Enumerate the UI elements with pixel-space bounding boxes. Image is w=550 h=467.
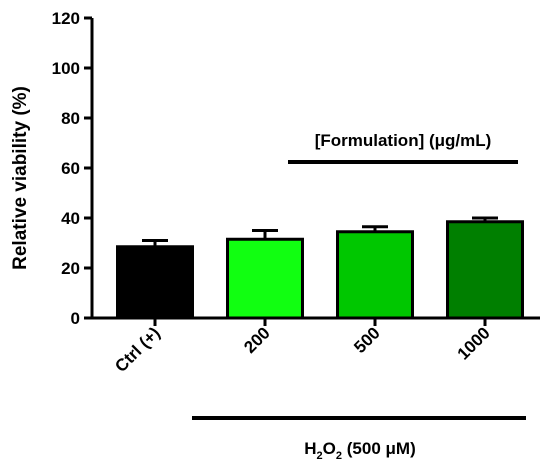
h2o2-h: H — [304, 439, 316, 458]
bar — [336, 230, 414, 320]
bar — [226, 237, 304, 320]
h2o2-o: O — [323, 439, 336, 458]
y-tick-label: 120 — [52, 9, 80, 28]
bars — [116, 216, 524, 320]
formulation-annotation: [Formulation] (μg/mL) — [315, 131, 492, 150]
y-tick-label: 80 — [61, 109, 80, 128]
y-tick-label: 100 — [52, 59, 80, 78]
bar — [116, 245, 194, 320]
x-tick-label: 1000 — [454, 323, 494, 363]
y-tick-label: 60 — [61, 159, 80, 178]
x-tick-label: 200 — [240, 323, 273, 356]
y-tick-label: 40 — [61, 209, 80, 228]
y-tick-label: 20 — [61, 259, 80, 278]
x-tick-label: Ctrl (+) — [111, 323, 164, 376]
y-axis-label: Relative viability (%) — [10, 86, 31, 270]
x-tick-label: 500 — [350, 323, 383, 356]
y-tick-label: 0 — [71, 309, 80, 328]
h2o2-sub-2: 2 — [336, 450, 342, 462]
h2o2-concentration: (500 μM) — [342, 439, 416, 458]
labels: 0 20 40 60 80 100 120 Ctrl (+) 200 500 1000 — [52, 9, 494, 376]
h2o2-annotation: H2O2 (500 μM) — [304, 439, 415, 462]
h2o2-sub-1: 2 — [317, 450, 323, 462]
bar — [446, 220, 524, 320]
